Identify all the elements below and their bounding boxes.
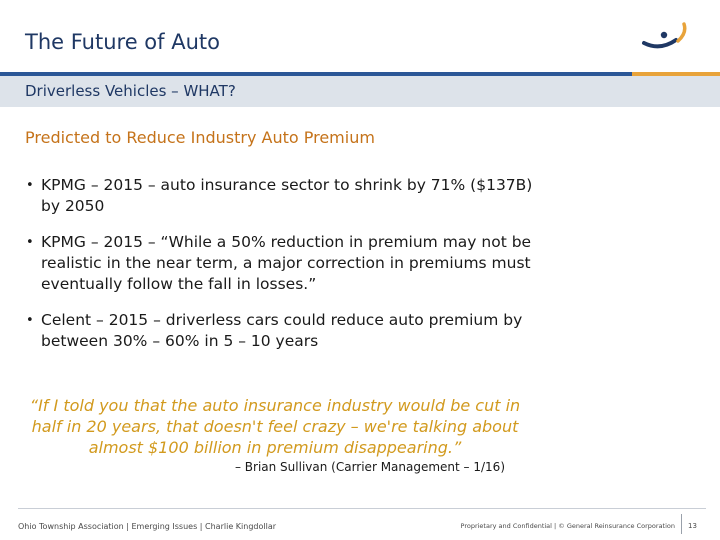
header-rule-gold <box>632 72 720 76</box>
subheading: Predicted to Reduce Industry Auto Premiu… <box>25 128 375 147</box>
pull-quote: “If I told you that the auto insurance i… <box>29 396 521 457</box>
quote-attribution: – Brian Sullivan (Carrier Management – 1… <box>234 460 505 474</box>
bullet-text: Celent – 2015 – driverless cars could re… <box>41 311 523 350</box>
footer-right-text: Proprietary and Confidential | © General… <box>460 522 675 530</box>
bullet-item: • Celent – 2015 – driverless cars could … <box>25 310 545 352</box>
gen-re-logo-icon <box>642 22 687 49</box>
bullet-item: • KPMG – 2015 – “While a 50% reduction i… <box>25 232 545 295</box>
slide-title: The Future of Auto <box>25 30 220 54</box>
footer-divider <box>681 514 682 534</box>
bullet-marker: • <box>26 313 34 328</box>
bullet-text: KPMG – 2015 – “While a 50% reduction in … <box>41 233 532 293</box>
bullet-item: • KPMG – 2015 – auto insurance sector to… <box>25 175 545 217</box>
section-band: Driverless Vehicles – WHAT? <box>0 76 720 107</box>
bullet-marker: • <box>26 178 34 193</box>
footer-left-text: Ohio Township Association | Emerging Iss… <box>18 522 277 531</box>
section-title: Driverless Vehicles – WHAT? <box>25 82 236 100</box>
bullet-list: • KPMG – 2015 – auto insurance sector to… <box>25 175 545 367</box>
header-rule-blue <box>0 72 632 76</box>
page-number: 13 <box>688 522 697 530</box>
bullet-text: KPMG – 2015 – auto insurance sector to s… <box>41 176 533 215</box>
bullet-marker: • <box>26 235 34 250</box>
footer-rule <box>18 508 706 509</box>
